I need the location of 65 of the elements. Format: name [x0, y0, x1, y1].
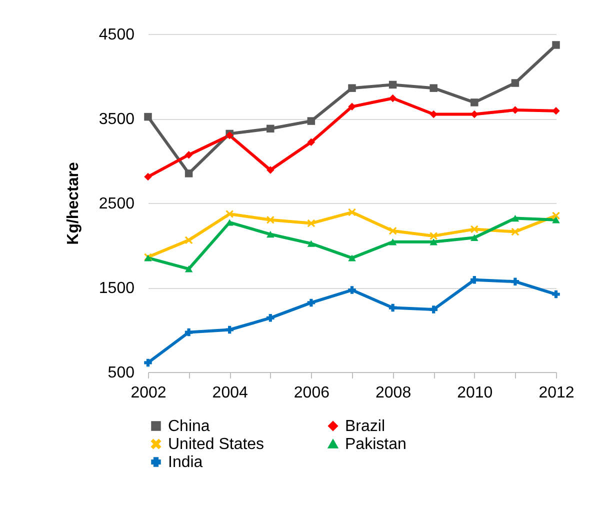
- legend-label: Brazil: [345, 418, 386, 435]
- point: [266, 124, 274, 133]
- point: [226, 210, 234, 218]
- point: [184, 328, 193, 336]
- point: [511, 214, 520, 222]
- point: [144, 358, 152, 367]
- y-tick-label: 4500: [98, 26, 135, 44]
- legend-label: Pakistan: [345, 436, 406, 453]
- point: [307, 298, 316, 307]
- point: [552, 290, 560, 298]
- point: [388, 238, 397, 246]
- point: [470, 234, 478, 241]
- legend-label: China: [168, 418, 210, 435]
- point: [226, 219, 234, 226]
- point: [511, 278, 520, 286]
- legend-label: India: [168, 454, 203, 471]
- point: [511, 228, 520, 236]
- y-tick-label: 3500: [98, 111, 135, 128]
- point: [388, 304, 397, 312]
- x-tick-label: 2012: [538, 384, 574, 402]
- point: [348, 102, 356, 111]
- point: [552, 216, 560, 224]
- point: [430, 232, 438, 240]
- x-tick-label: 2002: [130, 384, 166, 402]
- legend-label: United States: [168, 436, 264, 453]
- point: [552, 41, 560, 49]
- point: [470, 110, 478, 118]
- point: [552, 107, 560, 115]
- point: [307, 240, 316, 247]
- point: [470, 98, 478, 106]
- point: [430, 84, 438, 92]
- y-tick-label: 1500: [98, 280, 135, 297]
- point: [430, 238, 438, 246]
- point: [307, 117, 316, 125]
- y-tick-label: 500: [108, 364, 135, 382]
- point: [470, 276, 478, 284]
- point: [266, 230, 274, 238]
- point: [348, 286, 356, 294]
- x-tick-label: 2008: [376, 384, 412, 402]
- point: [184, 236, 193, 244]
- y-tick-label: 2500: [98, 196, 135, 212]
- y-axis-title: Kg/hectare: [64, 162, 82, 245]
- point: [266, 314, 274, 322]
- point: [307, 219, 316, 228]
- point: [266, 216, 274, 224]
- point: [307, 138, 316, 146]
- point: [430, 306, 438, 314]
- point: [144, 172, 152, 181]
- point: [470, 225, 478, 234]
- point: [226, 326, 234, 334]
- point: [144, 112, 152, 121]
- x-tick-label: 2004: [212, 384, 248, 402]
- point: [266, 166, 274, 174]
- point: [388, 227, 397, 235]
- point: [184, 266, 193, 272]
- x-tick-label: 2010: [457, 384, 493, 402]
- point: [184, 150, 193, 159]
- x-tick-label: 2006: [294, 384, 330, 402]
- point: [348, 84, 356, 92]
- point: [348, 254, 356, 262]
- point: [388, 94, 397, 102]
- point: [430, 110, 438, 118]
- point: [388, 80, 397, 89]
- point: [184, 170, 193, 178]
- point: [511, 79, 520, 87]
